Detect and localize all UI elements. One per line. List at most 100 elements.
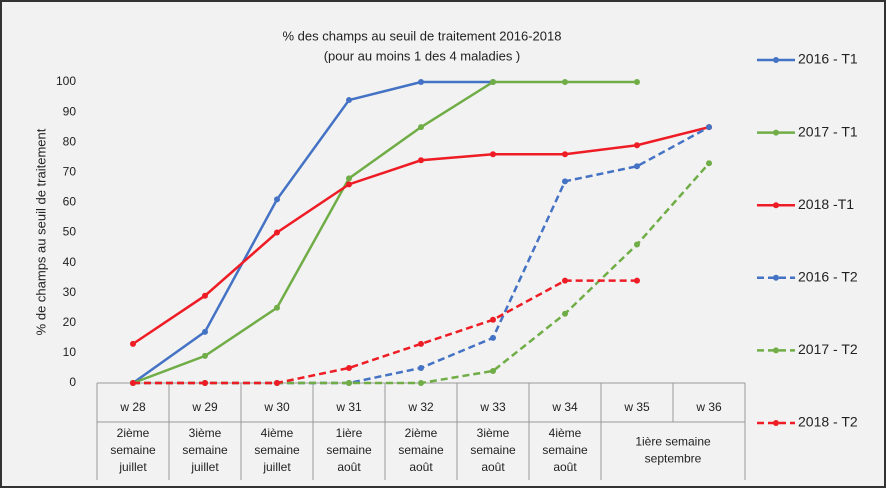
x-group-label: 2ième: [405, 426, 438, 440]
point: [346, 97, 352, 104]
x-group-label: août: [553, 460, 577, 474]
point: [490, 316, 496, 323]
x-group-label: septembre: [645, 452, 702, 466]
point: [130, 340, 136, 347]
legend-marker: [773, 347, 779, 354]
legend-marker: [773, 57, 779, 63]
x-group-label: semaine: [398, 443, 444, 457]
point: [562, 151, 568, 158]
legend-label: 2016 - T2: [798, 269, 858, 285]
point: [490, 367, 496, 374]
point: [202, 328, 208, 335]
point: [130, 380, 136, 386]
point: [634, 79, 640, 85]
x-group-label: juillet: [190, 460, 219, 474]
x-group-label: 3ième: [189, 426, 222, 440]
x-tick-label: w 28: [119, 400, 146, 414]
y-tick-label: 80: [63, 134, 77, 148]
legend-label: 2016 - T1: [798, 51, 858, 67]
legend-label: 2018 - T2: [798, 414, 858, 430]
x-group-label: juillet: [262, 460, 291, 474]
point: [418, 340, 424, 347]
x-group-label: 4ième: [261, 426, 294, 440]
point: [490, 151, 496, 158]
series-line: [132, 80, 637, 385]
x-group-label: semaine: [110, 443, 156, 457]
y-tick-label: 0: [69, 375, 76, 389]
point: [202, 380, 208, 386]
legend-marker: [773, 420, 779, 426]
point: [562, 310, 568, 317]
x-tick-label: w 30: [263, 400, 290, 414]
point: [202, 352, 208, 359]
y-tick-label: 40: [63, 255, 77, 269]
legend-label: 2017 - T2: [798, 341, 858, 357]
point: [274, 229, 280, 236]
point: [634, 163, 640, 170]
x-tick-label: w 29: [191, 400, 218, 414]
x-group-label: semaine: [326, 443, 372, 457]
point: [418, 79, 424, 85]
y-tick-label: 10: [63, 345, 77, 359]
point: [634, 142, 640, 149]
y-tick-label: 60: [63, 195, 77, 209]
series-line: [132, 80, 493, 385]
legend-marker: [773, 202, 779, 209]
series-line: [133, 279, 637, 385]
point: [418, 364, 424, 371]
point: [346, 380, 352, 386]
legend-marker: [773, 274, 779, 281]
point: [490, 334, 496, 341]
y-axis-label: % de champs au seuil de traitement: [33, 128, 48, 335]
y-tick-label: 20: [63, 315, 77, 329]
x-tick-label: w 35: [623, 400, 650, 414]
x-group-label: 1ière: [336, 426, 363, 440]
point: [706, 160, 712, 167]
y-tick-label: 70: [63, 164, 77, 178]
x-group-label: 3ième: [477, 426, 510, 440]
point: [634, 277, 640, 284]
x-group-label: semaine: [182, 443, 228, 457]
point: [346, 175, 352, 182]
point: [562, 79, 568, 85]
x-group-label: 4ième: [549, 426, 582, 440]
point: [346, 181, 352, 188]
x-group-label: août: [481, 460, 505, 474]
point: [562, 277, 568, 284]
point: [634, 241, 640, 248]
point: [562, 178, 568, 185]
point: [490, 79, 496, 85]
x-group-label: semaine: [470, 443, 516, 457]
point: [418, 380, 424, 386]
point: [274, 380, 280, 386]
y-tick-label: 30: [63, 285, 77, 299]
x-tick-label: w 33: [479, 400, 506, 414]
legend-label: 2018 -T1: [798, 196, 854, 212]
y-tick-label: 90: [63, 104, 77, 118]
point: [346, 364, 352, 371]
x-group-label: août: [409, 460, 433, 474]
legend-marker: [773, 129, 779, 136]
chart-title: % des champs au seuil de traitement 2016…: [283, 28, 562, 43]
point: [706, 124, 712, 131]
x-group-label: août: [337, 460, 361, 474]
point: [418, 157, 424, 164]
x-group-label: semaine: [254, 443, 300, 457]
chart-subtitle: (pour au moins 1 des 4 maladies ): [324, 48, 521, 63]
x-tick-label: w 36: [695, 400, 722, 414]
x-group-label: 1ière semaine: [635, 435, 711, 449]
point: [418, 124, 424, 131]
y-tick-label: 50: [63, 225, 77, 239]
x-group-label: semaine: [542, 443, 588, 457]
x-tick-label: w 34: [551, 400, 578, 414]
point: [274, 304, 280, 311]
point: [274, 196, 280, 203]
point: [202, 292, 208, 299]
x-group-label: juillet: [118, 460, 147, 474]
legend-label: 2017 - T1: [798, 123, 858, 139]
x-tick-label: w 32: [407, 400, 434, 414]
y-tick-label: 100: [56, 74, 76, 88]
x-group-label: 2ième: [117, 426, 150, 440]
x-tick-label: w 31: [335, 400, 362, 414]
